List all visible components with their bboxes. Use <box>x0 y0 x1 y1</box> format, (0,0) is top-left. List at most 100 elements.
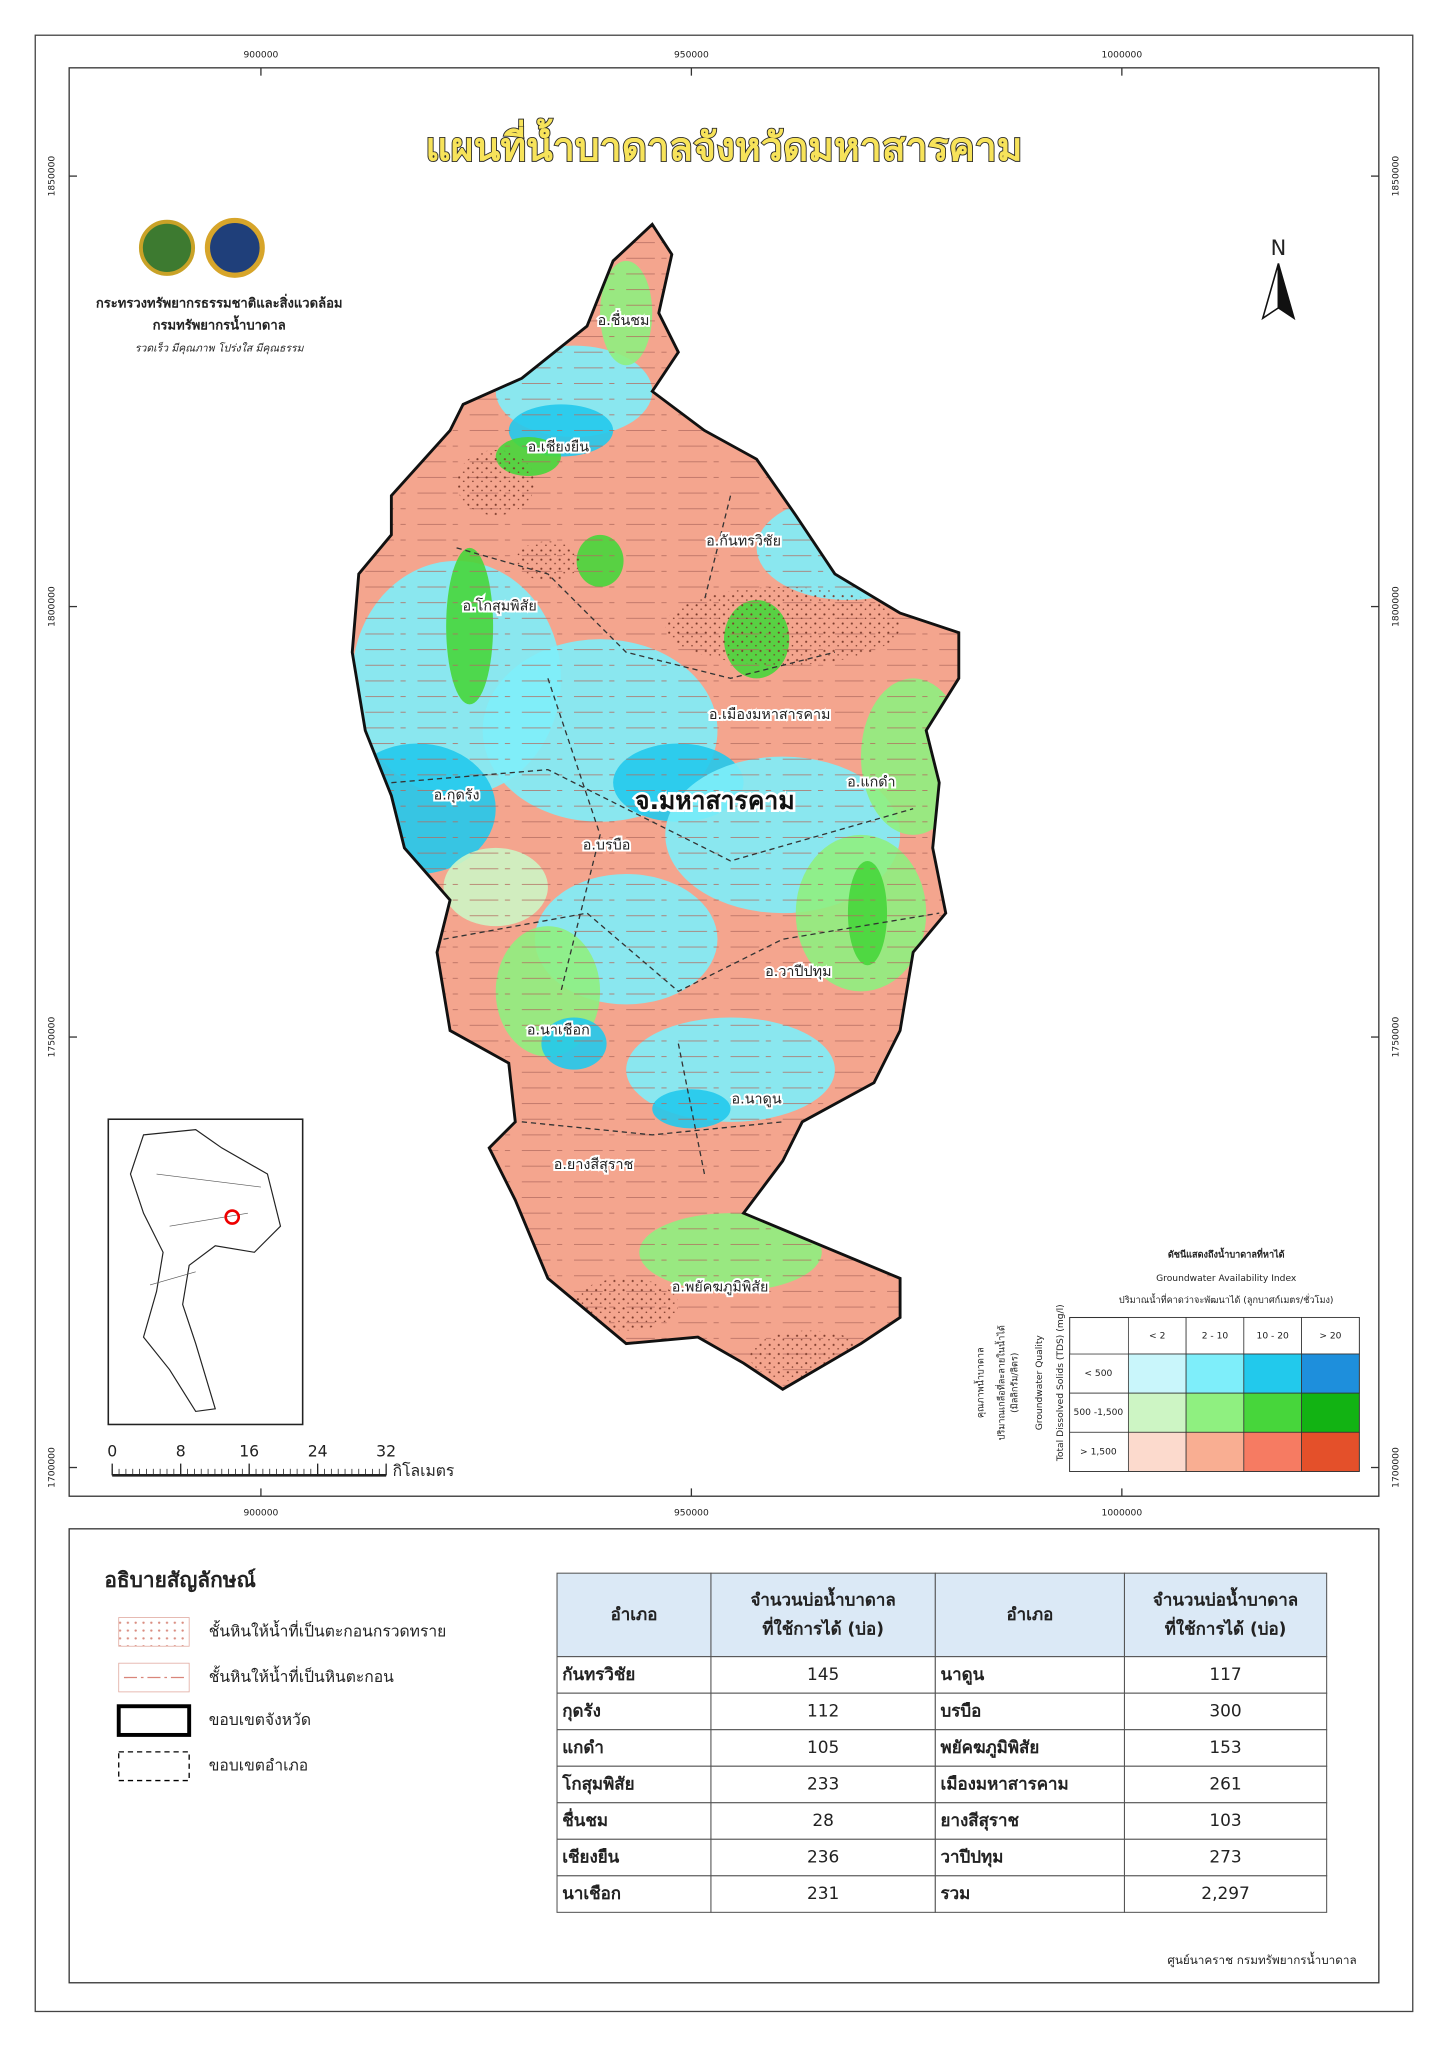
table-cell <box>710 1838 936 1877</box>
table-cell <box>934 1729 1125 1767</box>
table-header-cell <box>710 1572 936 1658</box>
index-cell <box>1127 1392 1187 1433</box>
district-label: อ.นาเชือก <box>527 1022 590 1039</box>
table-count: 300 <box>1209 1700 1241 1720</box>
district-label: อ.เมืองมหาสารคาม <box>709 706 831 723</box>
easting-label: 900000 <box>243 50 278 60</box>
index-column-label: > 20 <box>1319 1331 1341 1341</box>
north-label: N <box>1271 236 1287 260</box>
district-label: อ.กันทรวิชัย <box>706 533 781 549</box>
index-cell <box>1185 1353 1245 1394</box>
scale-label: 32 <box>376 1441 396 1460</box>
table-district: บรบือ <box>941 1700 982 1720</box>
index-column-label: < 2 <box>1149 1331 1165 1341</box>
legend-swatch <box>116 1704 192 1737</box>
legend-swatch <box>118 1617 190 1647</box>
index-cell <box>1301 1431 1360 1472</box>
district-boundary <box>391 495 940 1175</box>
table-cell <box>1123 1692 1328 1731</box>
index-column-label: 2 - 10 <box>1202 1331 1229 1341</box>
table-cell <box>710 1802 936 1840</box>
table-count: 153 <box>1209 1737 1241 1757</box>
index-cell <box>1243 1431 1302 1472</box>
index-row-label: 500 -1,500 <box>1074 1408 1124 1418</box>
index-cell <box>1185 1431 1245 1472</box>
ministry-name: กระทรวงทรัพยากรธรรมชาติและสิ่งแวดล้อม <box>96 292 343 311</box>
table-cell <box>556 1765 712 1804</box>
table-cell <box>1123 1656 1328 1694</box>
index-header-cell <box>1127 1317 1187 1355</box>
northing-label: 1850000 <box>48 156 58 197</box>
index-axis-label: Total Dissolved Solids (TDS) (mg/l) <box>1056 1304 1066 1462</box>
index-axis-label: ปริมาณเกลือที่ละลายในน้ำได้ <box>993 1325 1007 1440</box>
table-count: 112 <box>807 1700 839 1720</box>
district-label: อ.นาดูน <box>732 1092 782 1108</box>
district-label: อ.แกดำ <box>847 775 895 791</box>
table-count: 28 <box>812 1810 834 1830</box>
easting-label: 1000000 <box>1102 1509 1143 1519</box>
district-label: อ.ยางสีสุราช <box>554 1156 634 1173</box>
table-count: 103 <box>1209 1810 1241 1830</box>
northing-label: 1750000 <box>1391 1017 1401 1058</box>
table-count: 273 <box>1209 1847 1241 1867</box>
table-district: เชียงยืน <box>562 1847 619 1867</box>
northing-label: 1700000 <box>1391 1447 1401 1488</box>
table-district: รวม <box>941 1883 971 1903</box>
northing-label: 1850000 <box>1391 156 1401 197</box>
easting-label: 900000 <box>243 1509 278 1519</box>
motto: รวดเร็ว มีคุณภาพ โปร่งใส มีคุณธรรม <box>135 341 305 354</box>
easting-label: 950000 <box>674 50 709 60</box>
credit: ศูนย์นาคราช กรมทรัพยากรน้ำบาดาล <box>1167 1951 1356 1968</box>
table-cell <box>934 1875 1125 1913</box>
table-district: ยางสีสุราช <box>941 1810 1020 1831</box>
table-count: 105 <box>807 1737 839 1757</box>
table-cell <box>934 1765 1125 1804</box>
index-row-cell <box>1069 1392 1129 1433</box>
legend-label: ชั้นหินให้น้ำที่เป็นตะกอนกรวดทราย <box>209 1619 447 1640</box>
scale-label: 8 <box>176 1441 186 1460</box>
table-count: 117 <box>1209 1664 1241 1684</box>
department-name: กรมทรัพยากรน้ำบาดาล <box>153 315 286 334</box>
index-axis-label: (มิลลิกรัม/ลิตร) <box>1009 1353 1020 1413</box>
index-cell <box>1127 1431 1187 1472</box>
index-subtitle: ปริมาณน้ำที่คาดว่าจะพัฒนาได้ (ลูกบาศก์เม… <box>1119 1292 1334 1306</box>
index-cell <box>1127 1353 1187 1394</box>
province-label: จ.มหาสารคาม <box>635 786 795 815</box>
table-count: 236 <box>807 1847 839 1867</box>
table-district: แกดำ <box>562 1737 604 1757</box>
index-axis-label: Groundwater Quality <box>1035 1335 1045 1431</box>
index-cell <box>1243 1353 1302 1394</box>
table-cell <box>1123 1729 1328 1767</box>
scale-label: 24 <box>308 1441 328 1460</box>
table-header-text: ที่ใช้การได้ (บ่อ) <box>1165 1616 1287 1638</box>
table-district: โกสุมพิสัย <box>561 1773 634 1794</box>
northing-label: 1800000 <box>48 586 58 627</box>
district-label: อ.วาปีปทุม <box>765 963 831 980</box>
legend-title: อธิบายสัญลักษณ์ <box>104 1568 255 1593</box>
northing-label: 1700000 <box>48 1447 58 1488</box>
table-cell <box>1123 1838 1328 1877</box>
table-district: นาเชือก <box>562 1883 621 1903</box>
district-label: อ.ชื่นชม <box>598 310 650 329</box>
northing-label: 1800000 <box>1391 586 1401 627</box>
table-district: กุดรัง <box>562 1700 601 1721</box>
easting-label: 950000 <box>674 1509 709 1519</box>
index-cell <box>1185 1392 1245 1433</box>
legend-swatch <box>118 1751 190 1782</box>
table-count: 261 <box>1209 1773 1241 1793</box>
table-district: กันทรวิชัย <box>562 1664 635 1684</box>
district-label: อ.บรบือ <box>583 836 631 853</box>
table-district: เมืองมหาสารคาม <box>941 1773 1069 1793</box>
table-header-text: ที่ใช้การได้ (บ่อ) <box>762 1616 884 1638</box>
table-header-text: จำนวนบ่อน้ำบาดาล <box>750 1587 895 1610</box>
index-row-cell <box>1069 1431 1129 1472</box>
table-district: ชื่นชม <box>562 1808 608 1830</box>
district-label: อ.เชียงยืน <box>528 438 590 455</box>
table-cell <box>1123 1765 1328 1804</box>
table-cell <box>1123 1875 1328 1913</box>
index-cell <box>1243 1392 1302 1433</box>
sand-aquifer <box>515 541 581 581</box>
legend-frame <box>68 1528 1380 1984</box>
